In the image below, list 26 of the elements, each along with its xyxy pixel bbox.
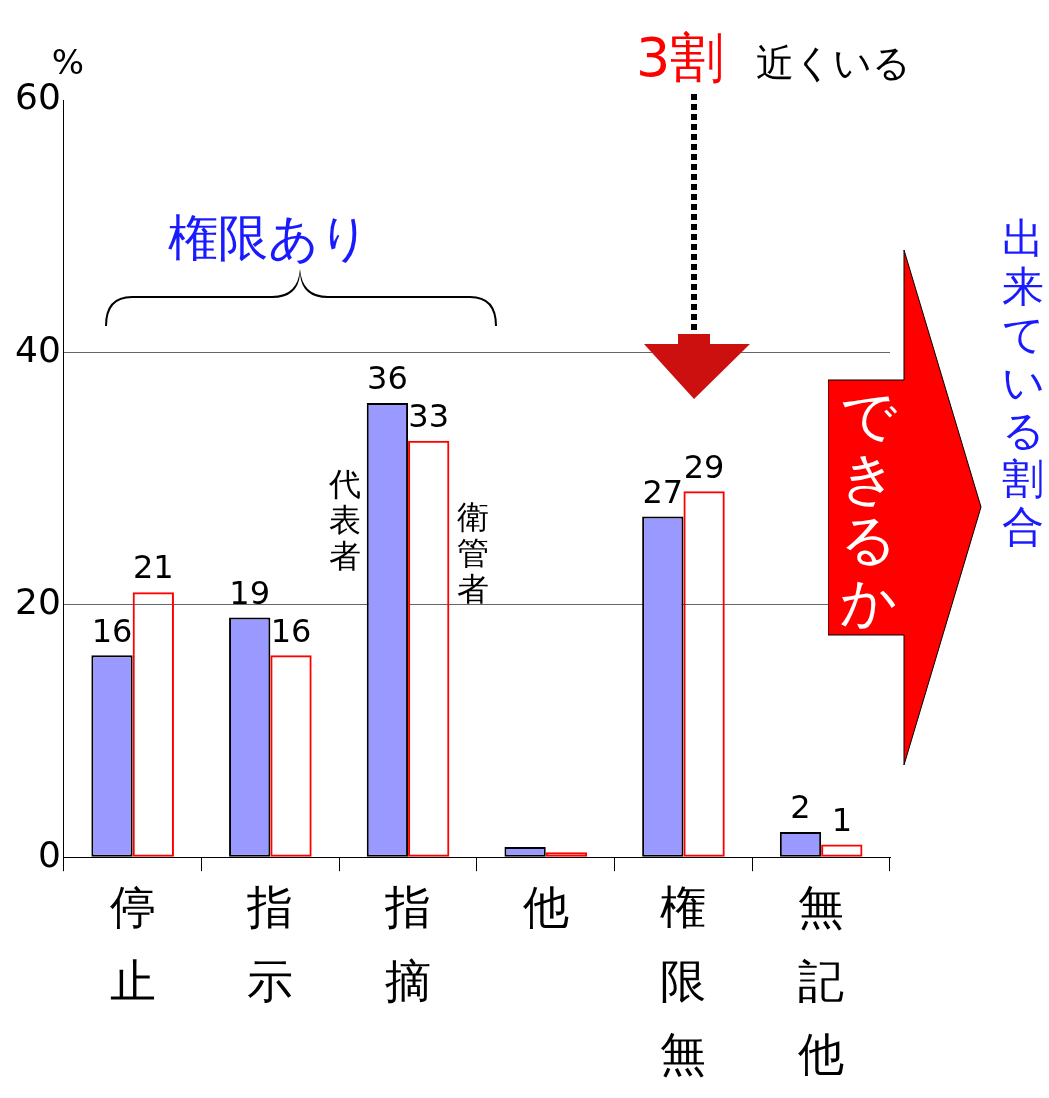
data-label: 16 <box>91 611 133 650</box>
series-label: 衛管者 <box>457 497 490 608</box>
data-label: 33 <box>408 397 450 436</box>
series-label: 代表者 <box>327 465 361 576</box>
data-label: 27 <box>642 472 684 511</box>
data-label: 19 <box>229 573 271 612</box>
data-label: 29 <box>683 447 725 486</box>
annotation: できるか <box>838 383 898 634</box>
x-tick-label: 指摘 <box>384 879 432 1008</box>
data-label: 16 <box>270 611 312 650</box>
text: 出来ている割合 <box>1000 214 1046 551</box>
x-tick-label: 権限無 <box>660 879 707 1082</box>
text: 3割 <box>636 25 725 91</box>
y-tick-label: 0 <box>37 833 61 875</box>
annotation: 権限あり <box>168 208 370 269</box>
y-tick-label: 20 <box>15 581 61 623</box>
data-label: 1 <box>831 800 852 839</box>
x-tick-label: 他 <box>522 879 569 934</box>
x-tick-label: 停止 <box>109 879 156 1008</box>
y-tick-label: 40 <box>15 328 61 370</box>
data-label: 36 <box>367 359 408 398</box>
data-label: 21 <box>132 548 174 587</box>
text: 近くいる <box>756 40 911 87</box>
x-tick-label: 指示 <box>246 879 294 1008</box>
x-tick-label: 無記他 <box>798 879 845 1082</box>
data-label: 2 <box>790 788 811 827</box>
